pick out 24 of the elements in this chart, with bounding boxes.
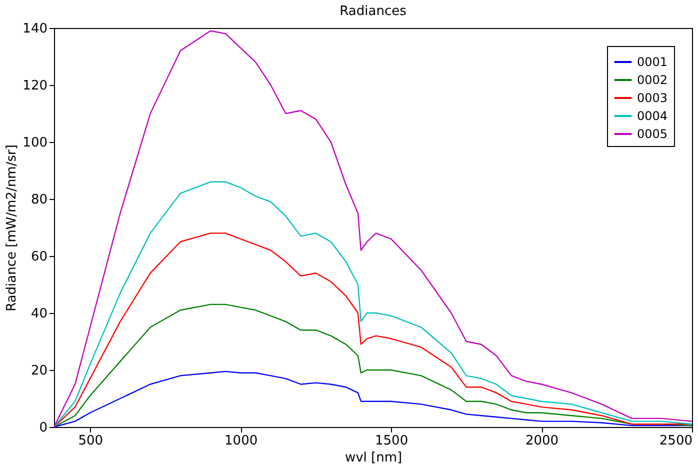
line-series [53, 232, 693, 428]
y-tick-label: 80 [30, 192, 48, 208]
legend-label: 0005 [637, 127, 668, 141]
y-tick-label: 20 [30, 364, 48, 378]
x-tick-label: 2500 [659, 434, 692, 448]
y-axis-title: Radiance [mW/m2/nm/sr] [4, 144, 20, 312]
line-series [53, 181, 693, 428]
legend-label: 0002 [637, 73, 668, 87]
y-tick-label: 60 [30, 250, 48, 264]
x-axis-title: wvl [nm] [344, 450, 402, 466]
line-series [53, 304, 693, 428]
legend-label: 0001 [637, 55, 668, 69]
x-tick-label: 500 [78, 434, 104, 448]
y-tick-label: 100 [22, 136, 48, 150]
x-tick-label: 1500 [375, 434, 408, 448]
y-tick-label: 140 [22, 22, 48, 36]
x-tick-label: 2000 [525, 434, 559, 448]
x-tick-label: 1000 [224, 434, 258, 448]
y-tick-label: 40 [30, 306, 48, 322]
y-tick-label: 120 [22, 78, 48, 94]
legend-label: 0004 [637, 109, 668, 123]
y-tick-label: 0 [39, 420, 48, 436]
legend-label: 0003 [637, 91, 668, 105]
chart-title: Radiances [340, 4, 407, 19]
